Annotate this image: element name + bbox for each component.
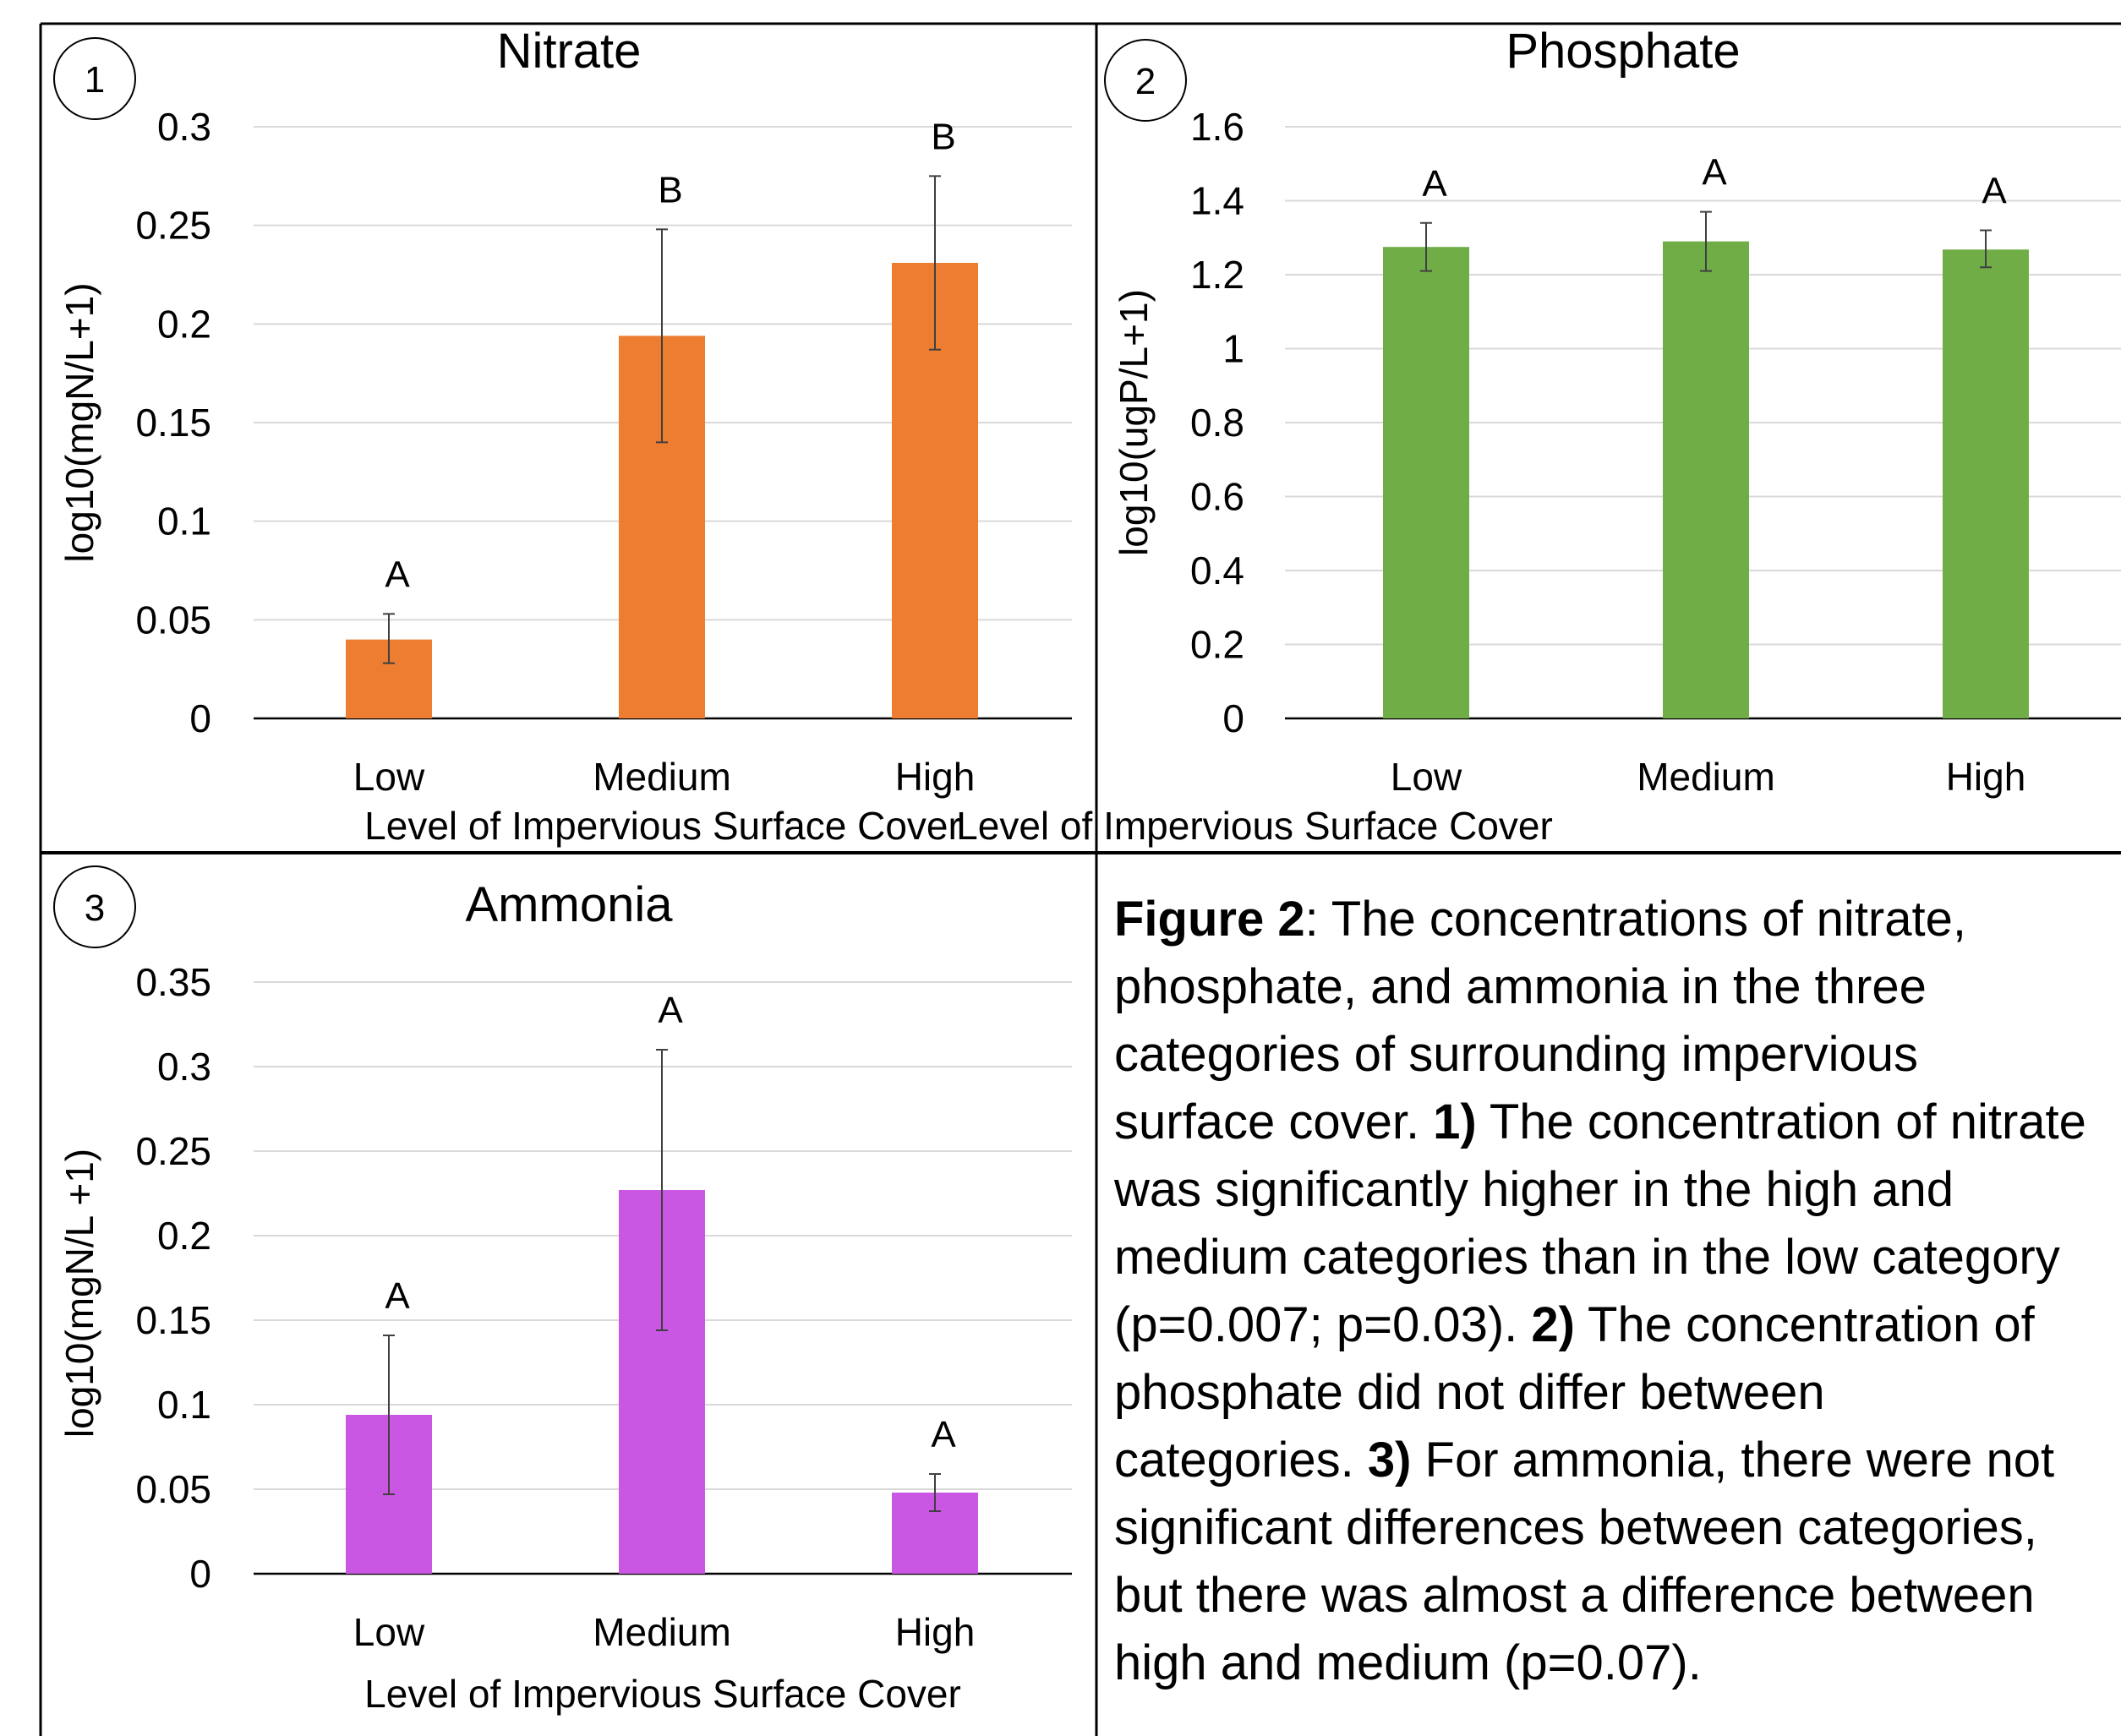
caption-bold-text: Figure 2	[1114, 892, 1305, 947]
bar-high	[1943, 249, 2029, 718]
y-tick-label: 0.2	[157, 1214, 211, 1258]
panel-ammonia: 3 Ammonia 0 0.05 0.1 0.15 0.2 0.25 0.3 0.35 A Low A M…	[53, 865, 1072, 1716]
y-tick-label: 0.4	[1190, 549, 1244, 592]
caption-text: phosphate did not differ between	[1114, 1365, 1825, 1420]
y-axis-title: log10(ugP/L+1)	[1112, 289, 1156, 556]
caption-line: was significantly higher in the high and	[1114, 1156, 2121, 1224]
panel-number: 1	[85, 59, 105, 101]
caption-text: but there was almost a difference betwee…	[1114, 1568, 2035, 1623]
panel-nitrate: 1 Nitrate 0 0.05 0.1 0.15 0.2 0.25 0.3 A Low B Mediu…	[53, 24, 1072, 848]
caption-text: : The concentrations of nitrate,	[1304, 892, 1966, 947]
significance-letter: A	[1702, 152, 1727, 194]
y-axis-title: log10(mgN/L +1)	[57, 1149, 101, 1438]
caption-text: was significantly higher in the high and	[1114, 1162, 1954, 1217]
x-axis-title: Level of Impervious Surface Cover	[364, 804, 961, 848]
x-category-label: High	[895, 755, 976, 799]
y-tick-label: 0	[1222, 696, 1244, 740]
y-tick-label: 0	[189, 696, 211, 740]
y-tick-label: 1.4	[1190, 179, 1244, 223]
y-tick-label: 0.15	[135, 401, 211, 445]
y-tick-label: 0.3	[157, 1045, 211, 1089]
y-tick-label: 1.2	[1190, 253, 1244, 297]
x-category-label: Medium	[1637, 755, 1775, 799]
y-tick-label: 0.05	[135, 1467, 211, 1511]
panel-number: 3	[85, 887, 105, 929]
caption-text: (p=0.007; p=0.03).	[1114, 1297, 1532, 1352]
caption-line: surface cover. 1) The concentration of n…	[1114, 1089, 2121, 1156]
caption-bold-text: 2)	[1531, 1297, 1575, 1352]
y-tick-label: 0.35	[135, 960, 211, 1004]
significance-letter: A	[1982, 171, 2007, 212]
caption-line: phosphate, and ammonia in the three	[1114, 953, 2121, 1021]
caption-line: but there was almost a difference betwee…	[1114, 1562, 2121, 1630]
significance-letter: A	[1422, 163, 1447, 205]
caption-text: The concentration of nitrate	[1476, 1095, 2086, 1149]
y-tick-label: 0.8	[1190, 401, 1244, 445]
panel-number-circle	[53, 865, 136, 948]
y-tick-label: 0.25	[135, 204, 211, 248]
y-tick-label: 0.2	[157, 302, 211, 346]
caption-text: categories.	[1114, 1433, 1368, 1488]
y-tick-label: 0.1	[157, 500, 211, 543]
significance-letter: A	[385, 1275, 410, 1317]
y-tick-label: 0.1	[157, 1383, 211, 1427]
x-category-label: High	[1946, 755, 2026, 799]
caption-text: The concentration of	[1574, 1297, 2035, 1352]
caption-line: high and medium (p=0.07).	[1114, 1630, 2121, 1697]
chart-title: Nitrate	[497, 24, 642, 79]
caption-line: medium categories than in the low catego…	[1114, 1224, 2121, 1291]
caption-line: categories of surrounding impervious	[1114, 1021, 2121, 1089]
chart-title: Ammonia	[466, 877, 674, 932]
y-tick-label: 0.2	[1190, 623, 1244, 667]
caption-bold-text: 3)	[1367, 1433, 1412, 1488]
panel-number: 2	[1135, 61, 1156, 102]
caption-line: phosphate did not differ between	[1114, 1359, 2121, 1427]
x-category-label: Low	[353, 755, 425, 799]
x-axis-title: Level of Impervious Surface Cover	[364, 1672, 961, 1716]
caption-text: For ammonia, there were not	[1411, 1433, 2055, 1488]
caption-line: categories. 3) For ammonia, there were n…	[1114, 1427, 2121, 1494]
bar-medium	[1663, 241, 1749, 718]
bar-low	[1383, 247, 1469, 718]
panel-phosphate: 2 Phosphate 0 0.2 0.4 0.6 0.8 1 1.2 1.4 1.6 A Low A Me…	[956, 24, 2121, 848]
x-category-label: Medium	[593, 755, 731, 799]
caption-text: phosphate, and ammonia in the three	[1114, 959, 1927, 1014]
y-tick-label: 0.05	[135, 598, 211, 641]
caption-line: Figure 2: The concentrations of nitrate,	[1114, 886, 2121, 953]
caption-line: significant differences between categori…	[1114, 1494, 2121, 1562]
caption-text: medium categories than in the low catego…	[1114, 1230, 2060, 1285]
y-tick-label: 1	[1222, 327, 1244, 371]
caption-line: (p=0.007; p=0.03). 2) The concentration …	[1114, 1291, 2121, 1359]
significance-letter: A	[931, 1414, 956, 1455]
y-tick-label: 0.3	[157, 105, 211, 149]
y-tick-label: 0.25	[135, 1129, 211, 1173]
figure-caption: Figure 2: The concentrations of nitrate,…	[1114, 886, 2121, 1697]
y-axis-title: log10(mgN/L+1)	[57, 282, 101, 562]
y-tick-label: 0	[189, 1552, 211, 1596]
caption-bold-text: 1)	[1433, 1095, 1477, 1149]
y-tick-label: 0.15	[135, 1298, 211, 1342]
significance-letter: B	[658, 169, 682, 210]
x-category-label: Low	[1391, 755, 1462, 799]
panel-number-circle	[53, 37, 136, 120]
caption-text: high and medium (p=0.07).	[1114, 1635, 1702, 1690]
y-tick-label: 1.6	[1190, 105, 1244, 149]
y-tick-label: 0.6	[1190, 475, 1244, 519]
x-category-label: Medium	[593, 1610, 731, 1654]
chart-title: Phosphate	[1506, 24, 1740, 79]
significance-letter: A	[658, 990, 683, 1031]
significance-letter: A	[385, 554, 410, 595]
panel-number-circle	[1104, 39, 1187, 122]
significance-letter: B	[931, 116, 955, 157]
caption-text: surface cover.	[1114, 1095, 1434, 1149]
caption-text: categories of surrounding impervious	[1114, 1027, 1919, 1082]
x-category-label: Low	[353, 1610, 425, 1654]
x-axis-title: Level of Impervious Surface Cover	[956, 804, 1553, 848]
caption-text: significant differences between categori…	[1114, 1500, 2037, 1555]
x-category-label: High	[895, 1610, 976, 1654]
panel-borders	[39, 22, 2121, 1736]
